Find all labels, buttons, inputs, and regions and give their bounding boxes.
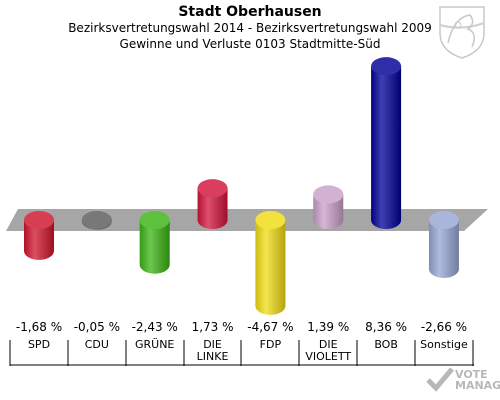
chart-subtitle: Bezirksvertretungswahl 2014 - Bezirksver… [68, 21, 432, 35]
logo-line-1: VOTE [455, 368, 488, 381]
category-label-3: GRÜNE [135, 338, 174, 351]
bar-3 [139, 211, 170, 274]
category-label-6-line-2: VIOLETT [305, 350, 351, 363]
bar-4 [197, 179, 228, 229]
category-label-7: BOB [374, 338, 398, 351]
logo-line-2: MANAGER [455, 379, 500, 392]
value-label-7: 8,36 % [365, 320, 407, 334]
checkmark-icon [426, 367, 454, 392]
category-label-6-line-1: DIE [319, 338, 338, 351]
category-label-5: FDP [260, 338, 282, 351]
value-label-4: 1,73 % [192, 320, 234, 334]
coat-of-arms-icon [439, 6, 485, 59]
value-label-8: -2,66 % [421, 320, 467, 334]
value-label-6: 1,39 % [307, 320, 349, 334]
chart-subtitle-2: Gewinne und Verluste 0103 Stadtmitte-Süd [119, 37, 381, 51]
category-label-1: SPD [28, 338, 50, 351]
category-label-8: Sonstige [420, 338, 468, 351]
value-label-1: -1,68 % [16, 320, 62, 334]
bar-2 [81, 211, 112, 230]
bar-5 [255, 211, 286, 315]
category-label-2: CDU [85, 338, 109, 351]
value-label-2: -0,05 % [74, 320, 120, 334]
zero-line-band [6, 209, 488, 231]
bar-1 [24, 211, 54, 260]
chart-title: Stadt Oberhausen [178, 4, 322, 20]
bar-6 [313, 185, 344, 229]
bar-7 [371, 57, 402, 230]
value-label-5: -4,67 % [247, 320, 293, 334]
value-label-3: -2,43 % [132, 320, 178, 334]
bar-8 [428, 211, 459, 278]
category-label-4-line-1: DIE [203, 338, 222, 351]
category-label-4-line-2: LINKE [197, 350, 229, 363]
